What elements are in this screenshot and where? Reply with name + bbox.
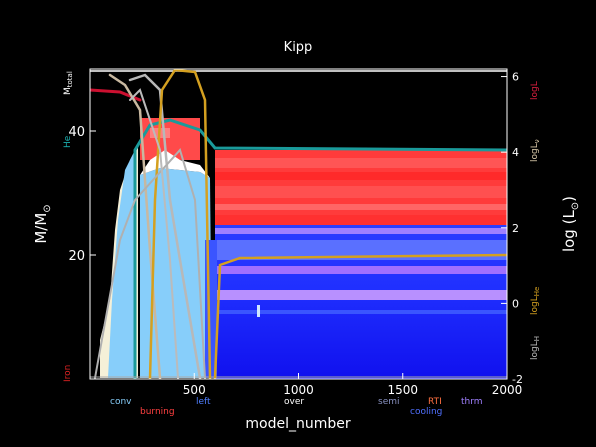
y-left-tick-label-20: 20 [68, 249, 85, 264]
y-left-label-main: M/M [32, 213, 50, 244]
x-tick-label-1500: 1500 [387, 383, 418, 397]
svg-text:logLν: logLν [530, 139, 541, 162]
y-right-label-sub: ⊙ [570, 202, 581, 210]
logl-label: logL [530, 81, 540, 100]
x-tick-label-500: 500 [183, 383, 206, 397]
he-core-line [133, 118, 507, 379]
y-right-tick-label-4: 4 [512, 146, 519, 159]
plot-area [90, 69, 507, 379]
x-tick-label-1000: 1000 [283, 383, 314, 397]
legend-conv: conv [110, 397, 132, 407]
y-right-tick-label-2: 2 [512, 222, 519, 235]
loglhe-curve [148, 69, 507, 379]
loglh-curve-2 [129, 88, 179, 379]
svg-text:logLH: logLH [530, 336, 541, 360]
he-label: He [63, 135, 73, 148]
marker [257, 305, 260, 317]
x-axis-label: model_number [245, 416, 350, 432]
y-right-tick-label-0: 0 [512, 297, 519, 310]
loglnu-label: logLν [530, 139, 541, 162]
chart-title: Kipp [284, 40, 313, 55]
burning-region [140, 118, 507, 225]
y-right-tick-label--2: -2 [512, 373, 523, 386]
svg-text:Mtotal: Mtotal [63, 71, 74, 95]
iron-label: Iron [63, 365, 73, 382]
y-right-label-close: ) [560, 196, 578, 202]
boundary-curves [90, 69, 507, 379]
x-tick-label-2000: 2000 [492, 383, 523, 397]
svg-text:logLHe: logLHe [530, 287, 541, 315]
svg-text:log (L⊙): log (L⊙) [560, 196, 581, 252]
mtotal-label: Mtotal [63, 71, 74, 95]
legend-semi: semi [378, 397, 400, 407]
loglh-label: logLH [530, 336, 541, 360]
y-left-label-sub: ⊙ [42, 204, 53, 212]
legend-burning: burning [140, 407, 175, 417]
loglh-curve [94, 148, 206, 379]
svg-text:Iron: Iron [63, 365, 73, 382]
legend-left: left [196, 397, 211, 407]
legend-thrm: thrm [461, 397, 483, 407]
svg-text:He: He [63, 135, 73, 148]
loglhe-label: logLHe [530, 287, 541, 315]
y-right-label-main: log (L [560, 210, 578, 252]
svg-text:M/M⊙: M/M⊙ [32, 204, 53, 243]
y-left-label: M/M⊙ [32, 204, 53, 243]
svg-text:logL: logL [530, 81, 540, 100]
y-axis-right: -2 0 2 4 6 [501, 71, 523, 386]
loglnu-curve-2 [128, 73, 202, 379]
legend-cooling: cooling [410, 407, 442, 417]
y-right-label: log (L⊙) [560, 196, 581, 252]
legend-over: over [284, 397, 304, 407]
y-right-tick-label-6: 6 [512, 71, 519, 84]
legend-RTI: RTI [428, 397, 442, 407]
y-left-tick-label-40: 40 [68, 125, 85, 140]
x-axis: 500 1000 1500 2000 [183, 373, 522, 397]
